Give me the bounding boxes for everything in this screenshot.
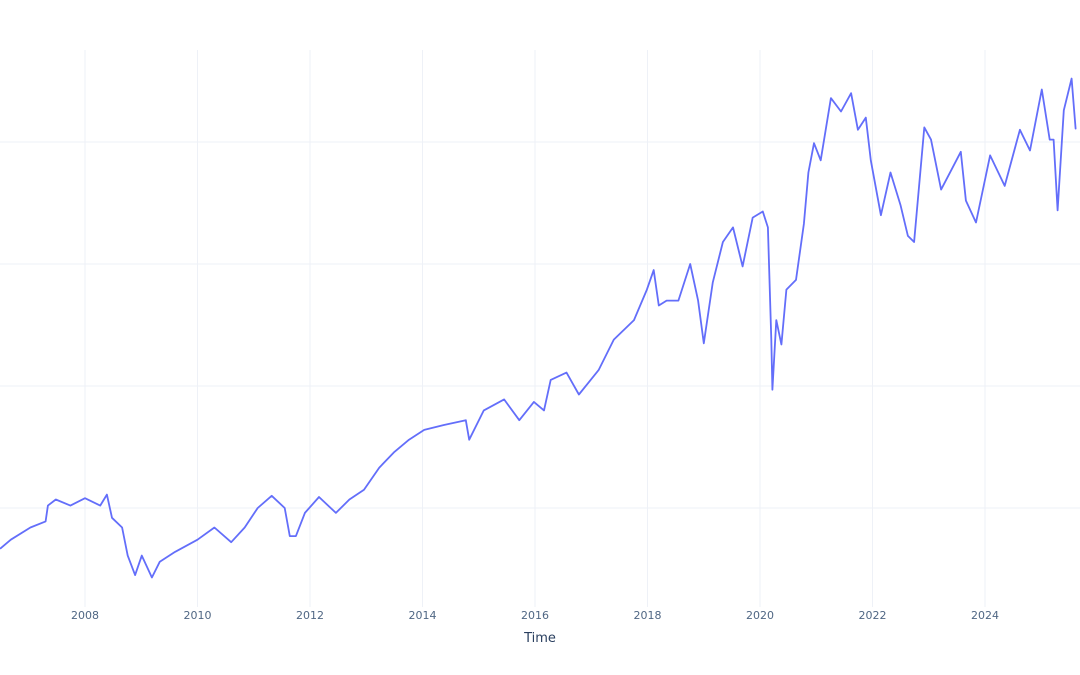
x-tick-label: 2014 [409, 609, 437, 622]
x-tick-label: 2012 [296, 609, 324, 622]
x-tick-label: 2022 [859, 609, 887, 622]
x-axis-tick-labels: 2008 2010 2012 2014 2016 2018 2020 2022 2024 [71, 609, 999, 622]
x-tick-label: 2018 [634, 609, 662, 622]
x-tick-label: 2016 [521, 609, 549, 622]
data-series-line [0, 77, 1077, 579]
y-gridlines [0, 141, 1080, 509]
x-tick-label: 2010 [184, 609, 212, 622]
x-tick-label: 2024 [971, 609, 999, 622]
x-tick-label: 2020 [746, 609, 774, 622]
x-tick-label: 2008 [71, 609, 99, 622]
x-axis-title: Time [523, 631, 556, 646]
x-gridlines [84, 50, 986, 607]
